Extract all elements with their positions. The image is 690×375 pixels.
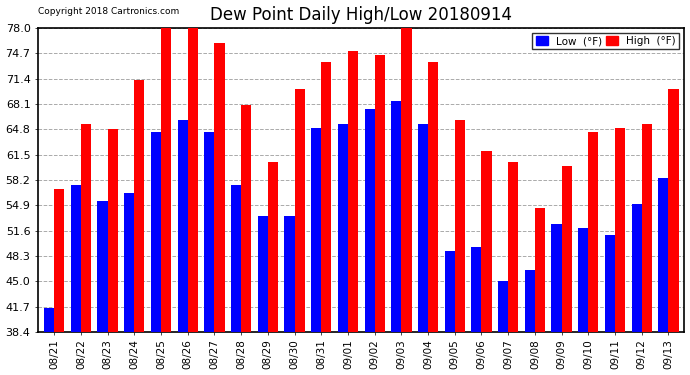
Bar: [482, 151, 492, 332]
Bar: [605, 235, 615, 332]
Bar: [658, 178, 669, 332]
Bar: [71, 185, 81, 332]
Bar: [615, 128, 625, 332]
Bar: [55, 189, 64, 332]
Bar: [241, 105, 251, 332]
Bar: [188, 24, 198, 332]
Bar: [284, 216, 295, 332]
Bar: [471, 247, 482, 332]
Bar: [231, 185, 241, 332]
Bar: [509, 162, 518, 332]
Bar: [642, 124, 652, 332]
Bar: [97, 201, 108, 332]
Bar: [375, 55, 385, 332]
Title: Dew Point Daily High/Low 20180914: Dew Point Daily High/Low 20180914: [210, 6, 512, 24]
Legend: Low  (°F), High  (°F): Low (°F), High (°F): [533, 33, 679, 50]
Bar: [535, 209, 545, 332]
Bar: [204, 132, 215, 332]
Bar: [311, 128, 322, 332]
Bar: [589, 132, 598, 332]
Bar: [215, 43, 224, 332]
Bar: [81, 124, 91, 332]
Bar: [418, 124, 428, 332]
Bar: [444, 251, 455, 332]
Bar: [498, 281, 509, 332]
Bar: [455, 120, 465, 332]
Bar: [578, 228, 589, 332]
Bar: [551, 224, 562, 332]
Bar: [257, 216, 268, 332]
Bar: [348, 51, 358, 332]
Bar: [124, 193, 135, 332]
Bar: [338, 124, 348, 332]
Bar: [631, 204, 642, 332]
Bar: [44, 308, 55, 332]
Bar: [364, 108, 375, 332]
Bar: [151, 132, 161, 332]
Bar: [525, 270, 535, 332]
Bar: [268, 162, 278, 332]
Text: Copyright 2018 Cartronics.com: Copyright 2018 Cartronics.com: [38, 7, 179, 16]
Bar: [428, 63, 438, 332]
Bar: [108, 129, 118, 332]
Bar: [562, 166, 572, 332]
Bar: [391, 101, 402, 332]
Bar: [402, 22, 411, 332]
Bar: [161, 28, 171, 332]
Bar: [295, 89, 305, 332]
Bar: [177, 120, 188, 332]
Bar: [322, 63, 331, 332]
Bar: [669, 89, 678, 332]
Bar: [135, 80, 144, 332]
